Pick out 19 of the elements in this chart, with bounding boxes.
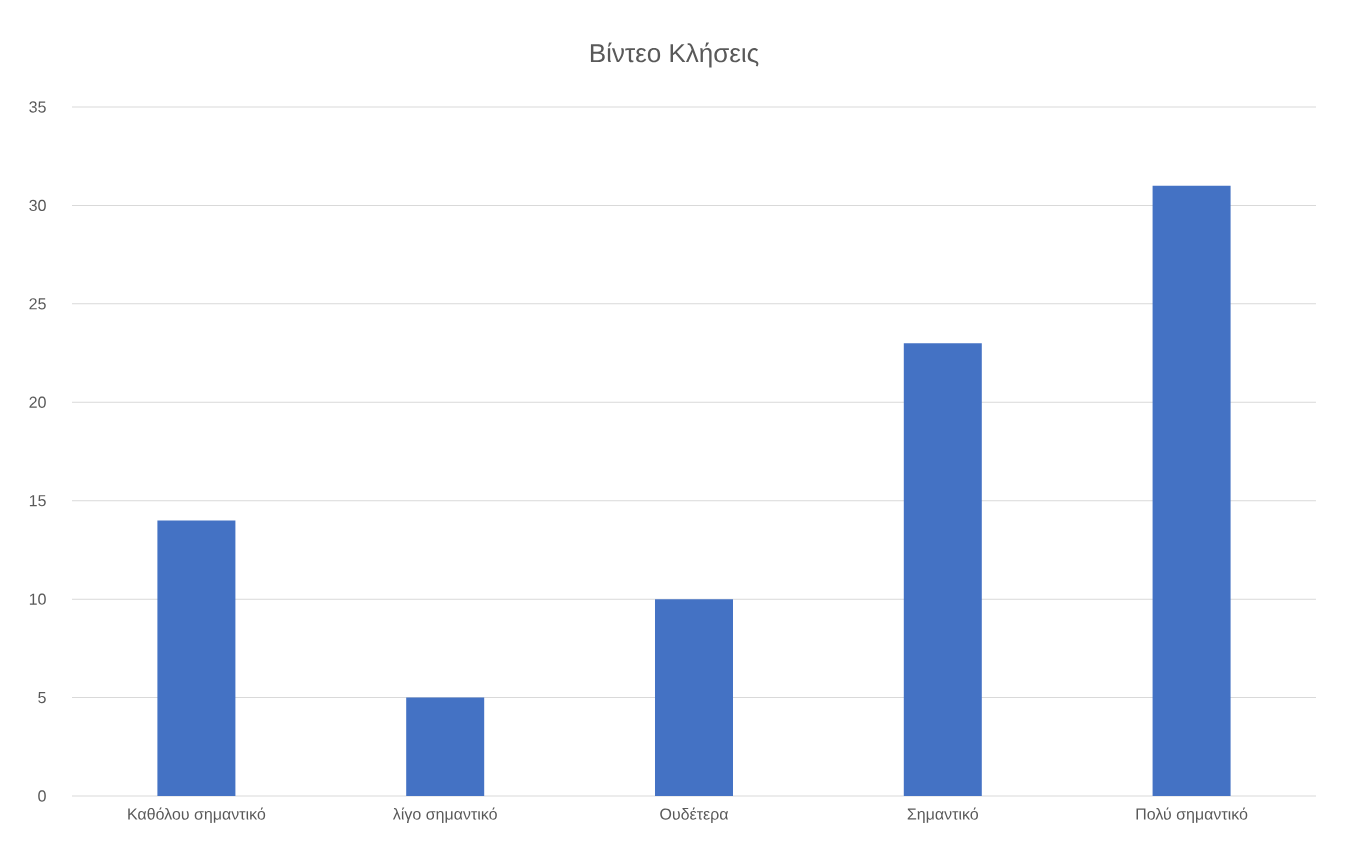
x-tick-label: Σημαντικό — [907, 807, 979, 823]
bar — [406, 697, 485, 796]
y-tick-label: 30 — [29, 199, 46, 212]
y-tick-label: 25 — [29, 298, 46, 310]
x-tick-label: λίγο σημαντικό — [392, 807, 497, 823]
chart-title: Βίντεο Κλήσεις — [590, 42, 759, 68]
y-tick-label: 20 — [29, 396, 46, 408]
bar — [157, 520, 236, 796]
bar — [903, 343, 982, 796]
y-tick-label: 0 — [38, 790, 46, 802]
bar — [1152, 185, 1231, 796]
x-tick-label: Καθόλου σημαντικό — [128, 807, 266, 823]
y-tick-label: 35 — [29, 101, 46, 113]
x-tick-label: Ουδέτερα — [660, 807, 729, 823]
y-tick-label: 5 — [38, 691, 46, 704]
bar — [654, 599, 733, 796]
x-tick-label: Πολύ σημαντικό — [1136, 807, 1248, 823]
y-tick-label: 10 — [29, 593, 46, 605]
y-tick-label: 15 — [29, 495, 46, 507]
